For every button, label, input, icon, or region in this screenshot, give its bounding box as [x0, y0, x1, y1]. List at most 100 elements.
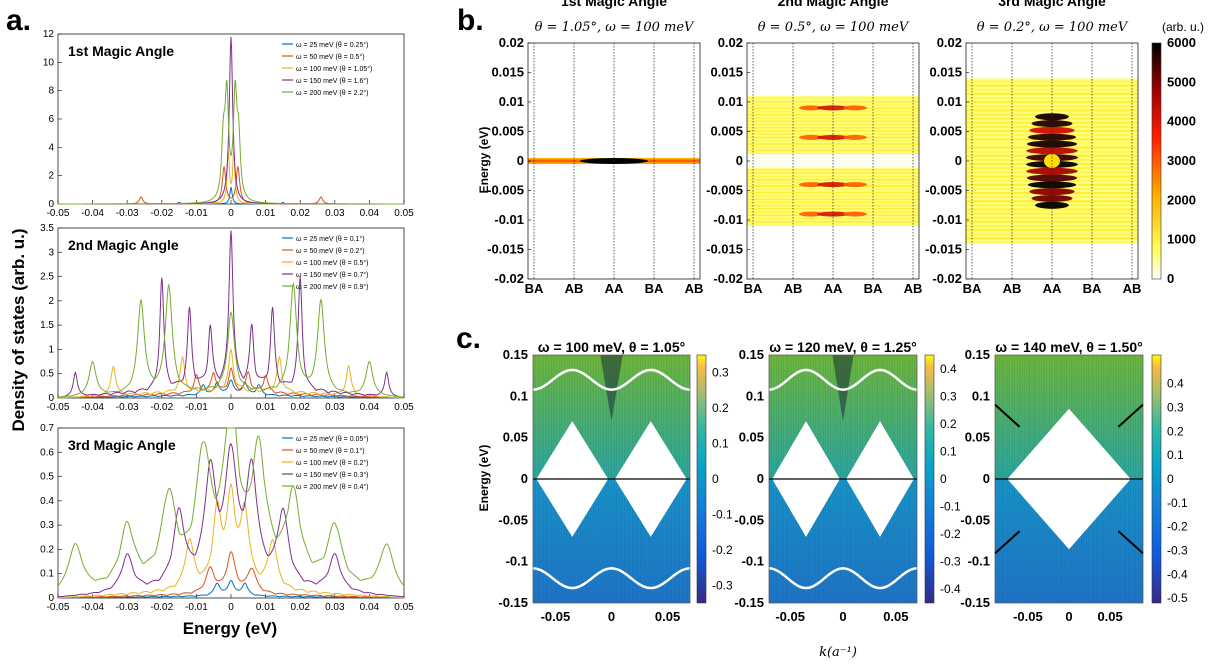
heatmap-stripe: [966, 80, 1138, 83]
y-tick-label: -0.01: [494, 212, 524, 227]
band-dark-region: [832, 355, 854, 422]
y-tick-label: -0.015: [706, 242, 743, 257]
y-tick-label: 0.4: [40, 496, 54, 507]
band-map-1: -0.15 -0.1 -0.05 0 0.05 0.1 0.15 -0.05 0 0.05 ω = …: [498, 339, 733, 624]
legend-entry: ω = 200 meV (θ = 2.2°): [296, 89, 368, 97]
legend-entry: ω = 50 meV (θ = 0.2°): [296, 247, 365, 255]
x-tick-label: 0: [608, 609, 615, 624]
y-tick-label: 0.3: [40, 520, 54, 531]
heatmap-hotspot: [799, 105, 823, 111]
x-tick-label: AA: [605, 281, 624, 296]
heatmap-hotspot: [843, 211, 867, 217]
dos-plot-title: 3rd Magic Angle: [68, 437, 176, 453]
heatmap-hotspot: [1026, 167, 1078, 175]
colorbar-label: (arb. u.): [1162, 20, 1204, 34]
x-tick-label: AB: [685, 281, 704, 296]
y-tick-label: 0.005: [491, 124, 524, 139]
band-map-frame: [768, 354, 918, 604]
y-tick-label: 2: [48, 296, 54, 307]
y-tick-label: 0.015: [710, 65, 743, 80]
colorbar-tick-label: 0.4: [1167, 377, 1184, 391]
x-tick-label: -0.05: [47, 402, 70, 413]
x-tick-label: AB: [784, 281, 803, 296]
band-map-3: -0.15 -0.1 -0.05 0 0.05 0.1 0.15 -0.05 0 0.05 ω = …: [960, 339, 1188, 624]
x-tick-label: 0: [228, 602, 234, 613]
colorbar-tick-label: 0.2: [712, 401, 729, 415]
heatmap-stripe: [747, 221, 919, 223]
heatmap-hotspot: [817, 105, 849, 111]
y-tick-label: 0.02: [499, 35, 524, 50]
legend-entry: ω = 50 meV (θ = 0.5°): [296, 53, 365, 61]
x-tick-label: 0.05: [655, 609, 680, 624]
dos-plot-frame: [57, 427, 405, 599]
band-gap-upper: [846, 421, 914, 479]
x-tick-label: 0.02: [290, 208, 310, 219]
x-tick-label: -0.05: [775, 609, 805, 624]
y-tick-label: -0.05: [960, 512, 990, 527]
panel-b-heatmaps: -0.02 -0.015 -0.01 -0.005 0 0.005 0.01 0.015 0.0…: [487, 0, 1204, 296]
c-xlabel: k(a⁻¹): [819, 645, 857, 660]
heatmap-hotspot: [1029, 188, 1075, 196]
y-tick-label: 0: [48, 199, 54, 210]
dos-series-line: [57, 348, 405, 399]
dos-series-line: [57, 282, 405, 398]
y-tick-label: -0.005: [706, 183, 743, 198]
legend-entry: ω = 150 meV (θ = 0.7°): [296, 271, 368, 279]
x-tick-label: AB: [1003, 281, 1022, 296]
ldos-heatmap-2: -0.02 -0.015 -0.01 -0.005 0 0.005 0.01 0.015 0.0…: [706, 0, 922, 296]
x-tick-label: 0: [228, 208, 234, 219]
heatmap-hotspot: [843, 134, 867, 140]
dos-series-line: [58, 579, 404, 599]
y-tick-label: -0.15: [960, 595, 990, 610]
band-gap-upper: [536, 421, 609, 479]
legend-entry: ω = 25 meV (θ = 0.1°): [296, 235, 365, 243]
panel-label-c: c.: [456, 322, 481, 355]
x-tick-label: -0.02: [150, 402, 173, 413]
band-dark-line: [994, 530, 1021, 555]
colorbar-tick-label: 0.1: [712, 437, 729, 451]
colorbar: [924, 354, 935, 604]
y-tick-label: 0.15: [965, 347, 990, 362]
y-tick-label: 0.02: [718, 35, 743, 50]
ldos-heatmap-1: -0.02 -0.015 -0.01 -0.005 0 0.005 0.01 0.015 0.0…: [487, 0, 703, 296]
y-tick-label: 0.15: [503, 347, 528, 362]
x-tick-label: -0.05: [47, 602, 70, 613]
y-tick-label: 0.1: [972, 388, 990, 403]
colorbar-tick-label: -0.2: [712, 543, 733, 557]
x-tick-label: AA: [1043, 281, 1062, 296]
legend-entry: ω = 25 meV (θ = 0.05°): [296, 435, 368, 443]
y-tick-label: 0: [736, 153, 743, 168]
dos-plot-1: 0 2 4 6 8 10 12 -0.05 -0.04 -0.03 -0.02 -0.01 0 0.01 0…: [43, 29, 414, 219]
band-map-frame: [532, 354, 691, 604]
x-tick-label: 0.05: [1097, 609, 1122, 624]
heatmap-stripe: [747, 217, 919, 220]
heatmap-hotspot: [799, 211, 823, 217]
dos-series-line: [57, 551, 405, 599]
y-tick-label: 0.6: [40, 447, 54, 458]
x-tick-label: -0.03: [116, 208, 139, 219]
colorbar-tick-label: -0.1: [712, 507, 733, 521]
heatmap-hotspot: [843, 105, 867, 111]
colorbar-tick-label: 0.3: [940, 389, 957, 403]
band-gap-lower: [614, 479, 687, 537]
x-tick-label: -0.01: [185, 402, 208, 413]
y-tick-label: 0.01: [718, 94, 743, 109]
y-tick-label: -0.01: [713, 212, 743, 227]
heatmap-stripe: [747, 149, 919, 152]
band-gap-lower: [772, 479, 840, 537]
colorbar-tick-label: -0.1: [940, 500, 961, 514]
band-map-title: ω = 120 meV, θ = 1.25°: [769, 339, 916, 355]
band-gap-upper: [772, 421, 840, 479]
colorbar-tick-label: -0.4: [1167, 567, 1188, 581]
x-tick-label: 0.03: [325, 402, 345, 413]
y-tick-label: 0.7: [40, 423, 54, 434]
colorbar-tick-label: 0.1: [940, 444, 957, 458]
y-tick-label: 0.1: [510, 388, 528, 403]
colorbar-tick-label: 3000: [1167, 153, 1196, 168]
heatmap-hotspot: [1031, 120, 1073, 128]
dos-series-line: [57, 230, 405, 398]
heatmap-stripe: [747, 139, 919, 142]
colorbar-tick-label: -0.2: [1167, 520, 1188, 534]
